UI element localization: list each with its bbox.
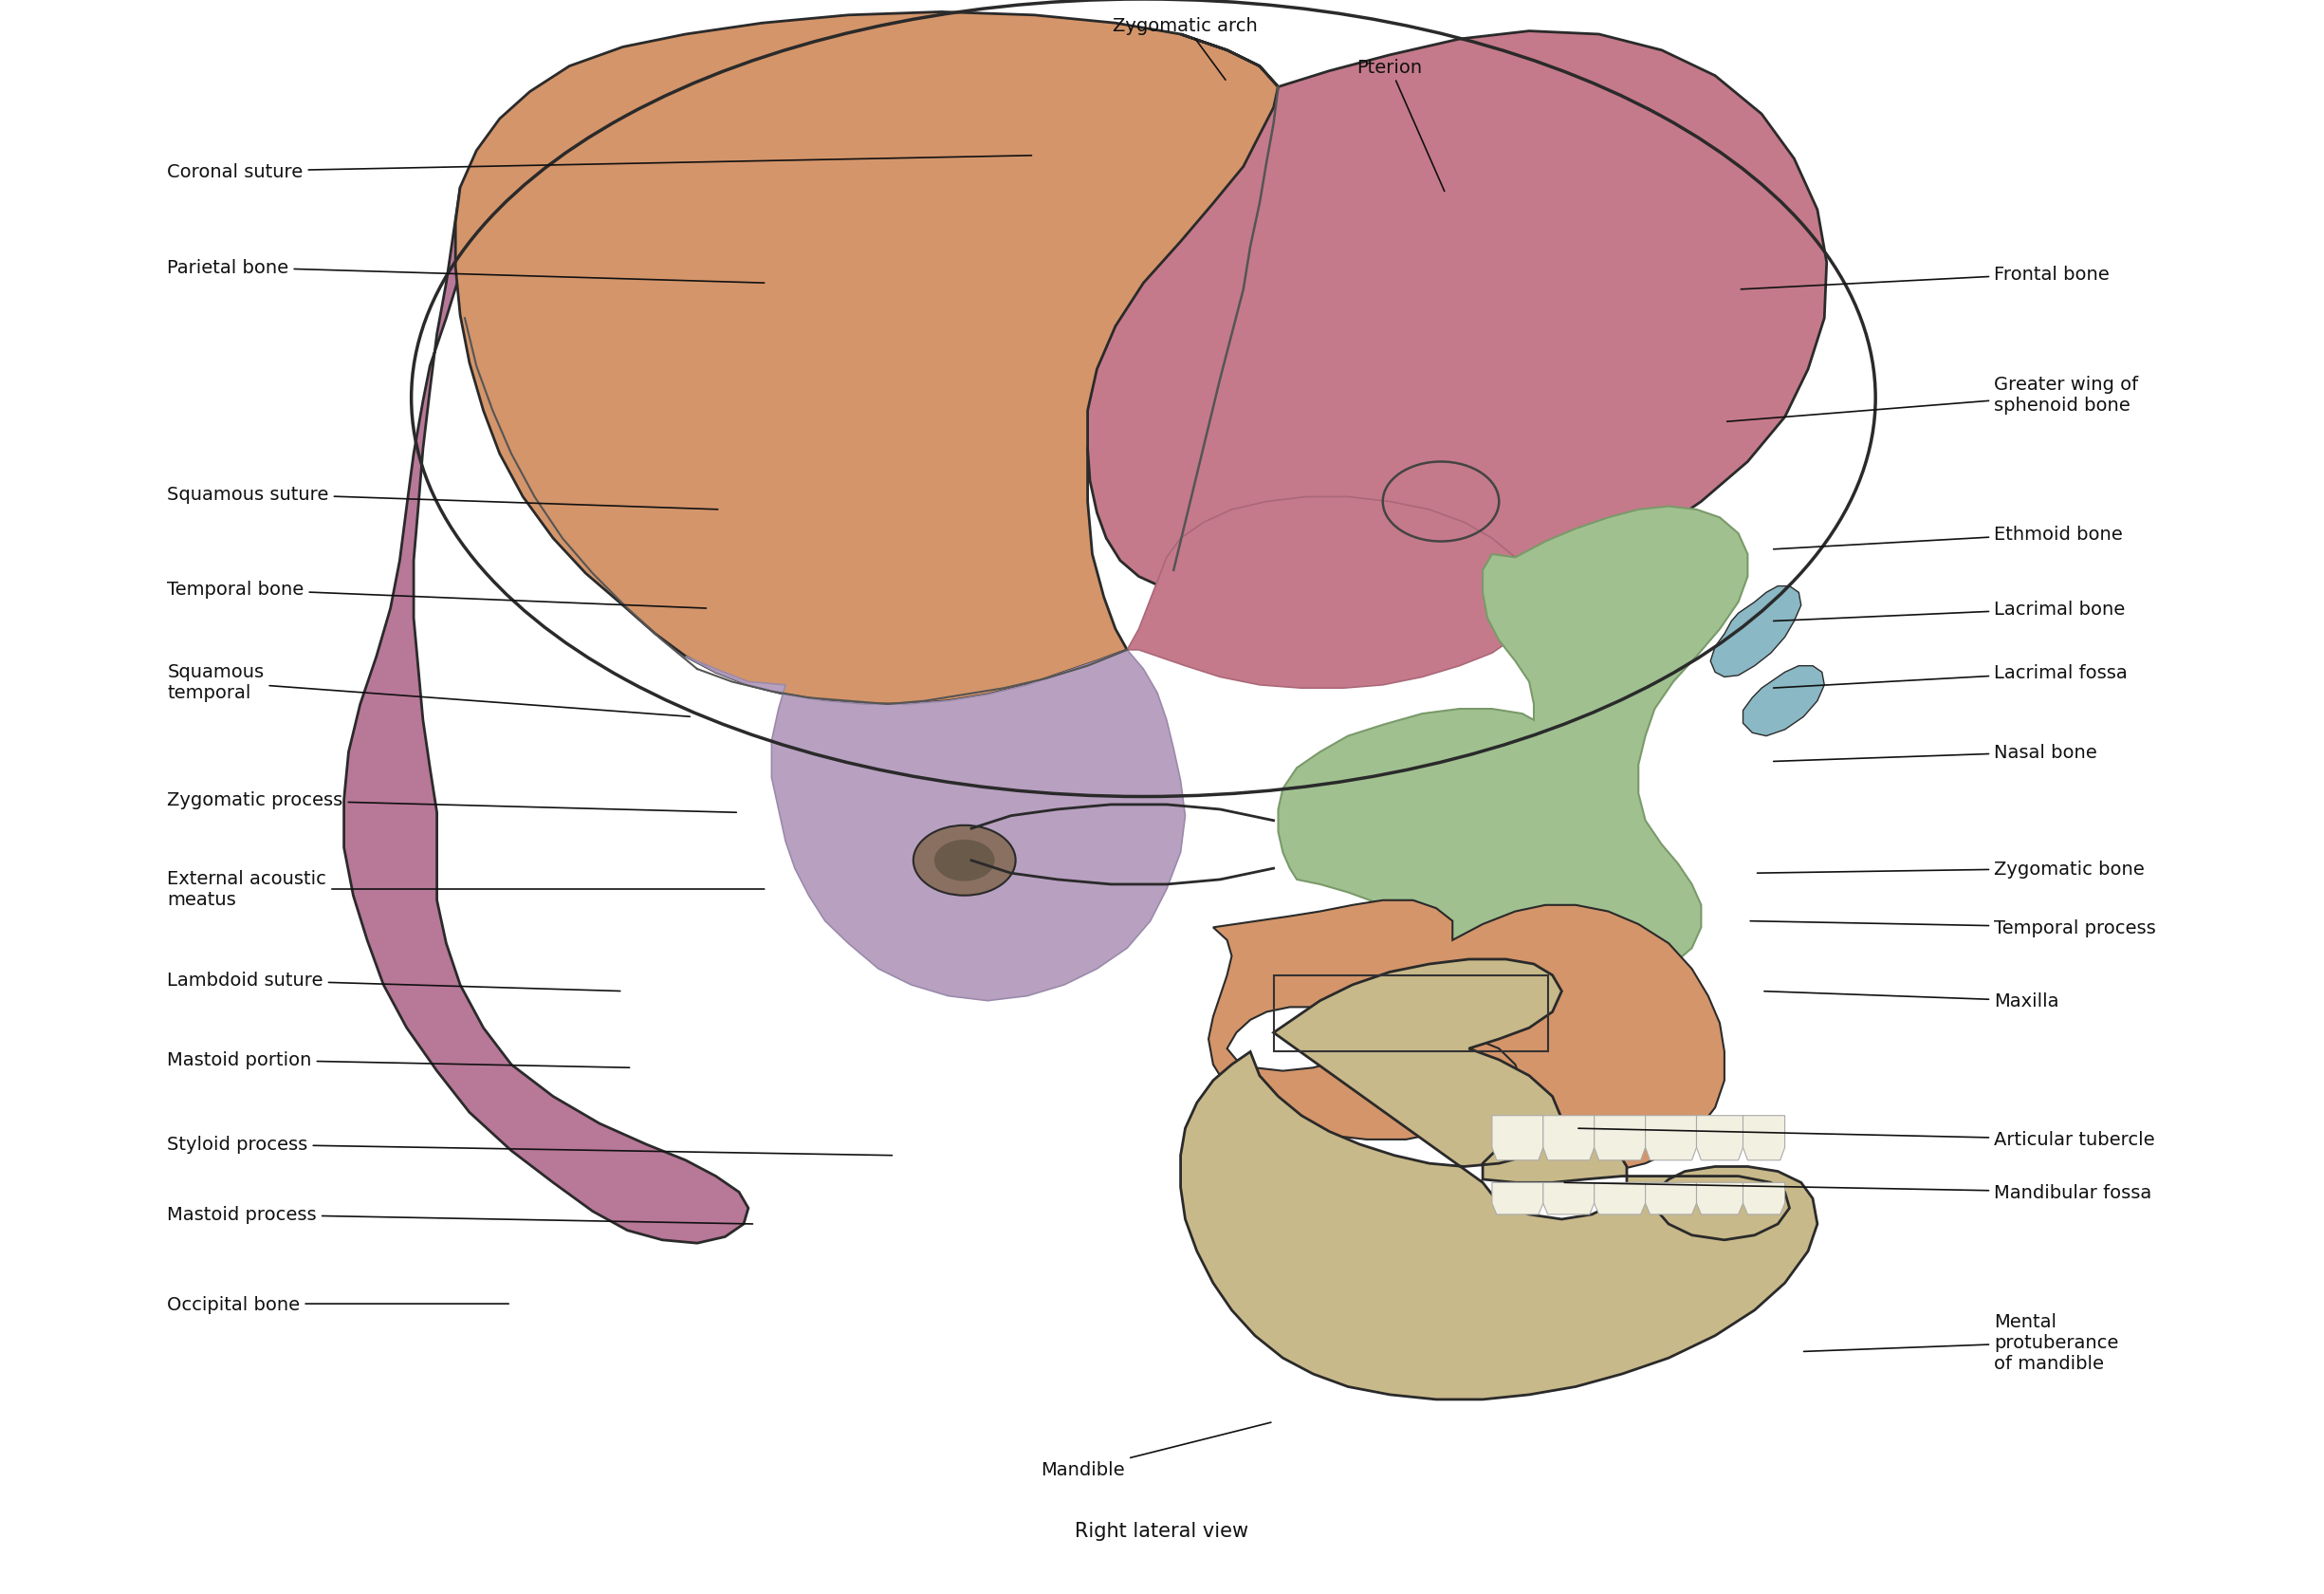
Text: Parietal bone: Parietal bone [167, 258, 765, 284]
Text: Squamous suture: Squamous suture [167, 485, 718, 510]
Text: Pterion: Pterion [1357, 59, 1446, 191]
Polygon shape [1181, 960, 1817, 1400]
Polygon shape [1743, 1116, 1785, 1160]
Text: Mastoid process: Mastoid process [167, 1205, 753, 1224]
Text: Zygomatic arch: Zygomatic arch [1113, 18, 1257, 81]
Text: Coronal suture: Coronal suture [167, 156, 1032, 182]
Polygon shape [1645, 1183, 1697, 1215]
Polygon shape [1743, 1183, 1785, 1215]
Polygon shape [456, 13, 1278, 705]
Text: Mental
protuberance
of mandible: Mental protuberance of mandible [1803, 1312, 2119, 1372]
Polygon shape [1492, 1183, 1543, 1215]
Circle shape [934, 840, 995, 881]
Text: Greater wing of
sphenoid bone: Greater wing of sphenoid bone [1727, 376, 2138, 422]
Circle shape [913, 826, 1016, 896]
Text: Temporal bone: Temporal bone [167, 580, 706, 609]
Text: Lacrimal bone: Lacrimal bone [1773, 599, 2124, 622]
Text: Occipital bone: Occipital bone [167, 1294, 509, 1313]
Text: Articular tubercle: Articular tubercle [1578, 1129, 2154, 1149]
Text: Lambdoid suture: Lambdoid suture [167, 971, 621, 991]
Polygon shape [1697, 1116, 1743, 1160]
Text: Zygomatic process: Zygomatic process [167, 791, 737, 813]
Text: Lacrimal fossa: Lacrimal fossa [1773, 663, 2126, 689]
Text: Mandibular fossa: Mandibular fossa [1564, 1183, 2152, 1202]
Polygon shape [1594, 1183, 1645, 1215]
Text: Nasal bone: Nasal bone [1773, 743, 2096, 762]
Polygon shape [1543, 1183, 1594, 1215]
Polygon shape [1088, 32, 1827, 609]
Polygon shape [344, 188, 748, 1243]
Text: Temporal process: Temporal process [1750, 918, 2157, 937]
Polygon shape [1710, 587, 1801, 677]
Polygon shape [1492, 1116, 1543, 1160]
Text: Right lateral view: Right lateral view [1076, 1521, 1248, 1540]
Polygon shape [1645, 1116, 1697, 1160]
Polygon shape [1208, 901, 1724, 1172]
Polygon shape [1743, 666, 1824, 736]
Polygon shape [1543, 1116, 1594, 1160]
Text: External acoustic
meatus: External acoustic meatus [167, 870, 765, 909]
Text: Maxilla: Maxilla [1764, 991, 2059, 1011]
Polygon shape [1697, 1183, 1743, 1215]
Text: Mandible: Mandible [1041, 1422, 1271, 1479]
Polygon shape [1594, 1116, 1645, 1160]
Text: Frontal bone: Frontal bone [1741, 265, 2110, 290]
Text: Zygomatic bone: Zygomatic bone [1757, 859, 2145, 878]
Polygon shape [1127, 497, 1534, 689]
Polygon shape [686, 650, 1185, 1001]
Text: Mastoid portion: Mastoid portion [167, 1050, 630, 1070]
Text: Ethmoid bone: Ethmoid bone [1773, 524, 2122, 550]
Text: Styloid process: Styloid process [167, 1135, 892, 1156]
Text: Squamous
temporal: Squamous temporal [167, 663, 690, 717]
Bar [1274, 976, 1548, 1052]
Polygon shape [1278, 507, 1748, 988]
